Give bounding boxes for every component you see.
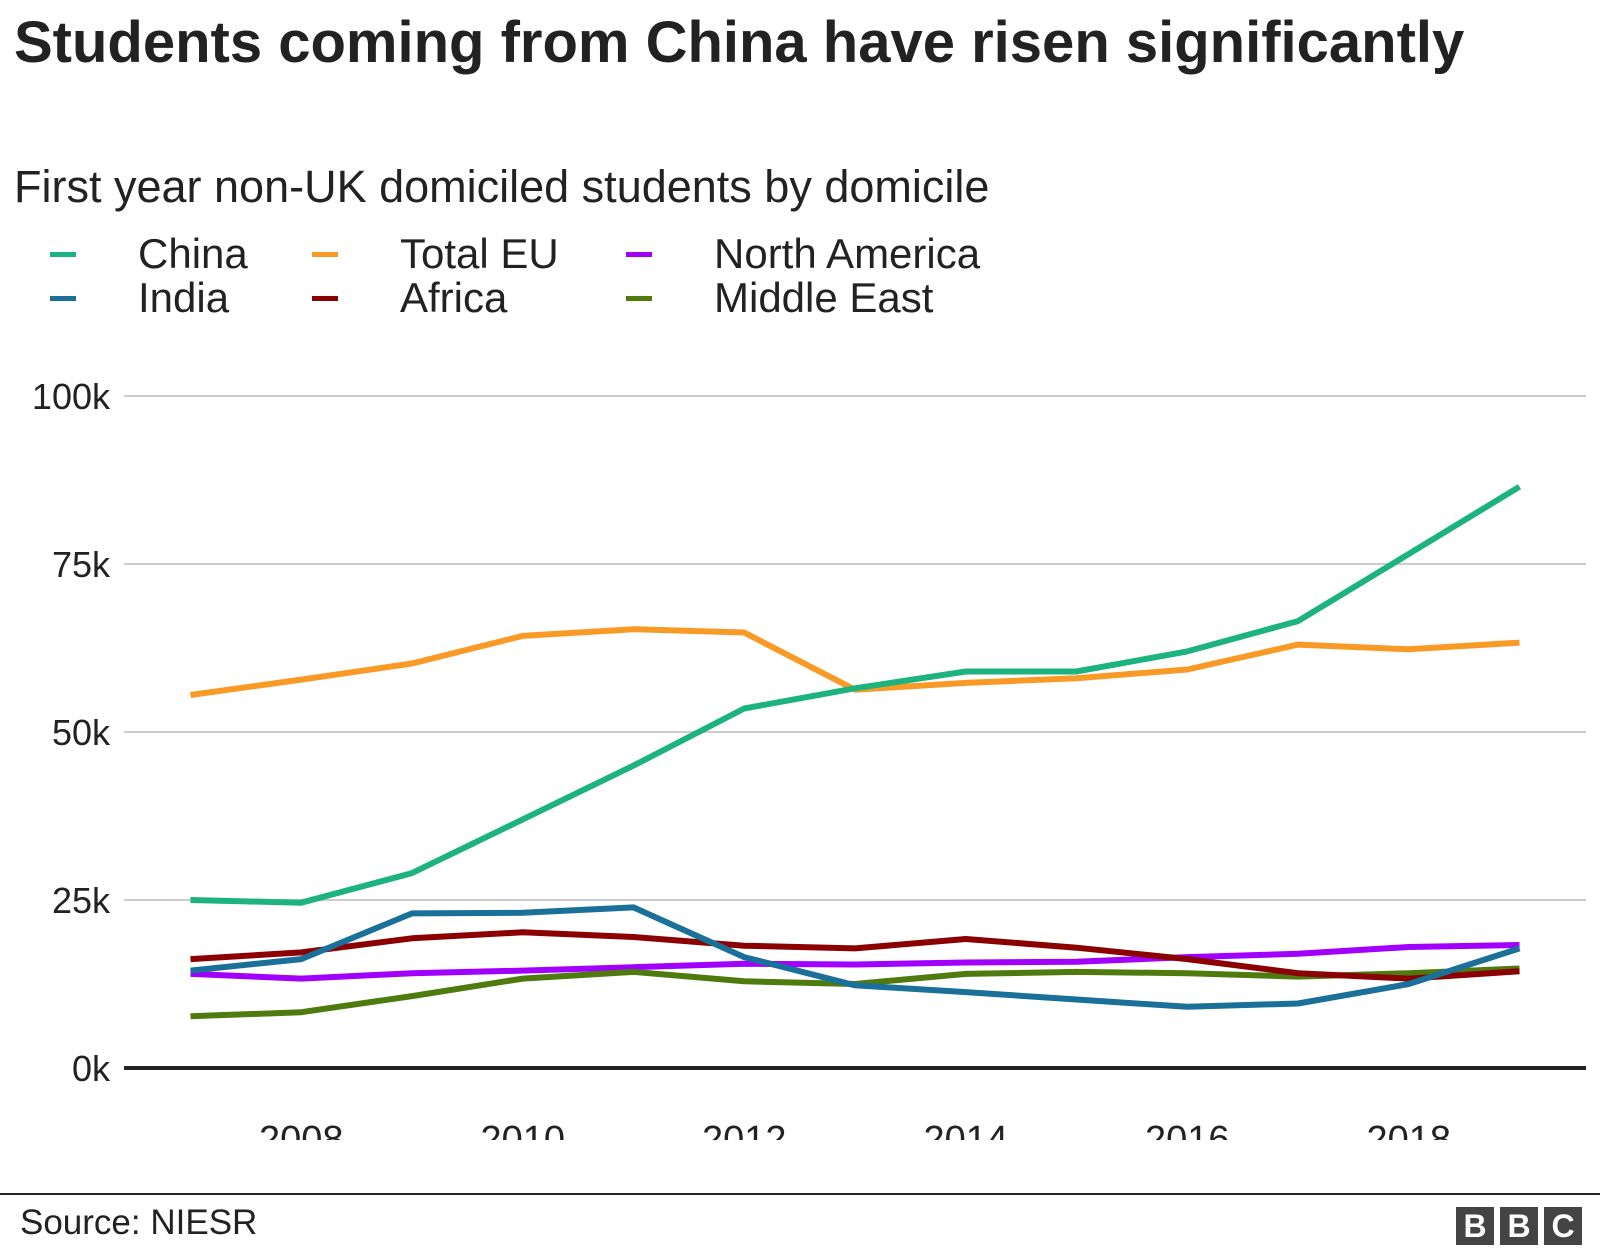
legend-label-india: India [138, 274, 230, 321]
legend-label-china: China [138, 230, 248, 277]
legend-item-middle-east: Middle East [626, 276, 933, 320]
gridlines [124, 395, 1586, 1070]
bbc-logo-letter: C [1544, 1207, 1582, 1245]
y-axis-tick-labels: 0k 25k 50k 75k 100k [32, 376, 111, 1089]
x-axis-tick-labels: 2008 2010 2012 2014 2016 2018 [259, 1119, 1451, 1140]
footer-divider [0, 1193, 1600, 1195]
series-line-africa [190, 929, 1520, 982]
legend-swatch-total-eu [312, 251, 338, 257]
y-tick-label: 0k [72, 1048, 111, 1089]
bbc-logo-letter: B [1456, 1207, 1494, 1245]
chart-title: Students coming from China have risen si… [14, 10, 1465, 75]
legend-item-total-eu: Total EU [312, 232, 559, 276]
legend-item-africa: Africa [312, 276, 507, 320]
source-note: Source: NIESR [20, 1203, 258, 1242]
legend-label-north-america: North America [714, 230, 981, 277]
legend-label-total-eu: Total EU [400, 230, 559, 277]
legend-swatch-china [50, 251, 76, 257]
y-tick-label: 100k [32, 376, 111, 417]
x-tick-label: 2016 [1145, 1119, 1230, 1140]
bbc-logo-letter: B [1500, 1207, 1538, 1245]
x-tick-label: 2014 [923, 1119, 1008, 1140]
chart-subtitle: First year non-UK domiciled students by … [14, 161, 990, 212]
x-tick-label: 2012 [702, 1119, 787, 1140]
series-line-north-america [190, 942, 1520, 982]
line-chart: 0k 25k 50k 75k 100k 2008 2010 2012 2014 2016 2018 [32, 376, 1586, 1140]
legend-swatch-africa [312, 295, 338, 301]
series-line-total-eu [190, 626, 1520, 698]
legend-swatch-north-america [626, 251, 652, 257]
legend: China India Total EU Africa North Americ… [50, 232, 1150, 332]
legend-swatch-india [50, 295, 76, 301]
series-line-india [190, 904, 1521, 1010]
y-tick-label: 75k [52, 544, 111, 585]
series-line-china [190, 484, 1522, 906]
bbc-logo: B B C [1456, 1207, 1582, 1245]
x-tick-label: 2018 [1367, 1119, 1452, 1140]
y-tick-label: 50k [52, 712, 111, 753]
legend-item-north-america: North America [626, 232, 980, 276]
legend-label-africa: Africa [400, 274, 508, 321]
series-lines [190, 484, 1522, 1020]
legend-label-middle-east: Middle East [714, 274, 934, 321]
legend-item-india: India [50, 276, 229, 320]
x-tick-label: 2008 [259, 1119, 344, 1140]
legend-swatch-middle-east [626, 295, 652, 301]
x-tick-label: 2010 [480, 1119, 565, 1140]
legend-item-china: China [50, 232, 248, 276]
y-tick-label: 25k [52, 880, 111, 921]
